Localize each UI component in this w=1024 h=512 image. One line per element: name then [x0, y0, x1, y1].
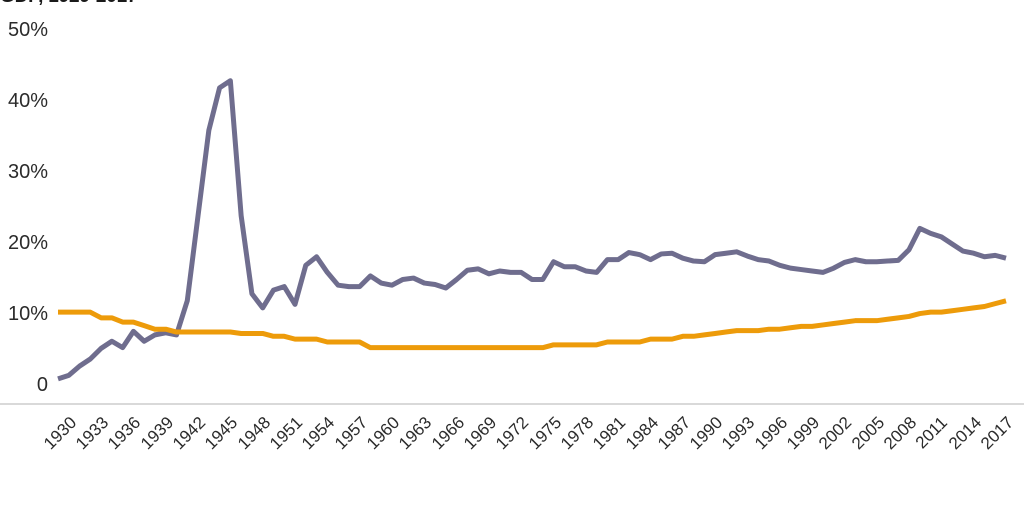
- x-axis-tick-label: 1948: [233, 413, 274, 454]
- x-axis-tick-label: 1975: [524, 413, 565, 454]
- x-axis-tick-label: 2005: [847, 413, 888, 454]
- page-title: GDP, 1929-2017: [0, 0, 138, 8]
- series-line-federal-spending: [57, 78, 1007, 382]
- y-axis-tick-label: 50%: [7, 19, 48, 41]
- x-axis-tick-label: 1981: [589, 413, 630, 454]
- x-axis-tick-label: 1933: [72, 413, 113, 454]
- series-line-federal-revenue: [58, 298, 1007, 351]
- axis-baseline: [0, 403, 1024, 405]
- x-axis-tick-label: 1930: [39, 413, 81, 454]
- x-axis-tick-label: 1996: [750, 413, 792, 454]
- x-axis-tick-label: 2008: [880, 413, 921, 454]
- x-axis-tick-label: 1978: [556, 413, 598, 454]
- x-axis-tick-label: 1972: [492, 413, 533, 454]
- x-axis: 1930 1933 1936 1939 1942 1945 1948 1951 1954 1957…: [0, 405, 1024, 505]
- x-axis-tick-label: 1951: [266, 413, 307, 454]
- x-axis-tick-label: 1945: [201, 413, 242, 454]
- x-axis-tick-label: 1957: [330, 413, 371, 454]
- x-axis-tick-label: 1969: [459, 413, 501, 454]
- line-chart-svg: [57, 78, 1007, 382]
- y-axis-tick-label: 20%: [7, 232, 48, 254]
- x-axis-tick-label: 1954: [298, 413, 339, 454]
- y-axis-tick-label: 30%: [7, 161, 48, 183]
- x-axis-tick-label: 1939: [136, 413, 177, 454]
- y-axis-tick-label: 40%: [7, 90, 48, 112]
- x-axis-tick-label: 1987: [653, 413, 695, 454]
- plot-area: [57, 78, 1007, 382]
- x-axis-tick-label: 1942: [169, 413, 210, 454]
- y-axis-tick-label: 10%: [7, 303, 48, 325]
- x-axis-tick-label: 2017: [977, 413, 1018, 454]
- x-axis-tick-label: 2002: [815, 413, 856, 454]
- x-axis-tick-label: 1984: [621, 413, 662, 454]
- x-axis-tick-label: 1966: [427, 413, 468, 454]
- x-axis-tick-label: 1936: [104, 413, 145, 454]
- x-axis-tick-label: 1990: [686, 413, 727, 454]
- x-axis-tick-label: 1993: [718, 413, 759, 454]
- x-axis-tick-label: 1999: [783, 413, 824, 454]
- y-axis-tick-label: 0: [36, 374, 48, 396]
- x-axis-tick-label: 1960: [363, 413, 404, 454]
- x-axis-tick-label: 2011: [912, 413, 952, 453]
- x-axis-tick-label: 1963: [395, 413, 436, 454]
- x-axis-tick-label: 2014: [944, 413, 985, 454]
